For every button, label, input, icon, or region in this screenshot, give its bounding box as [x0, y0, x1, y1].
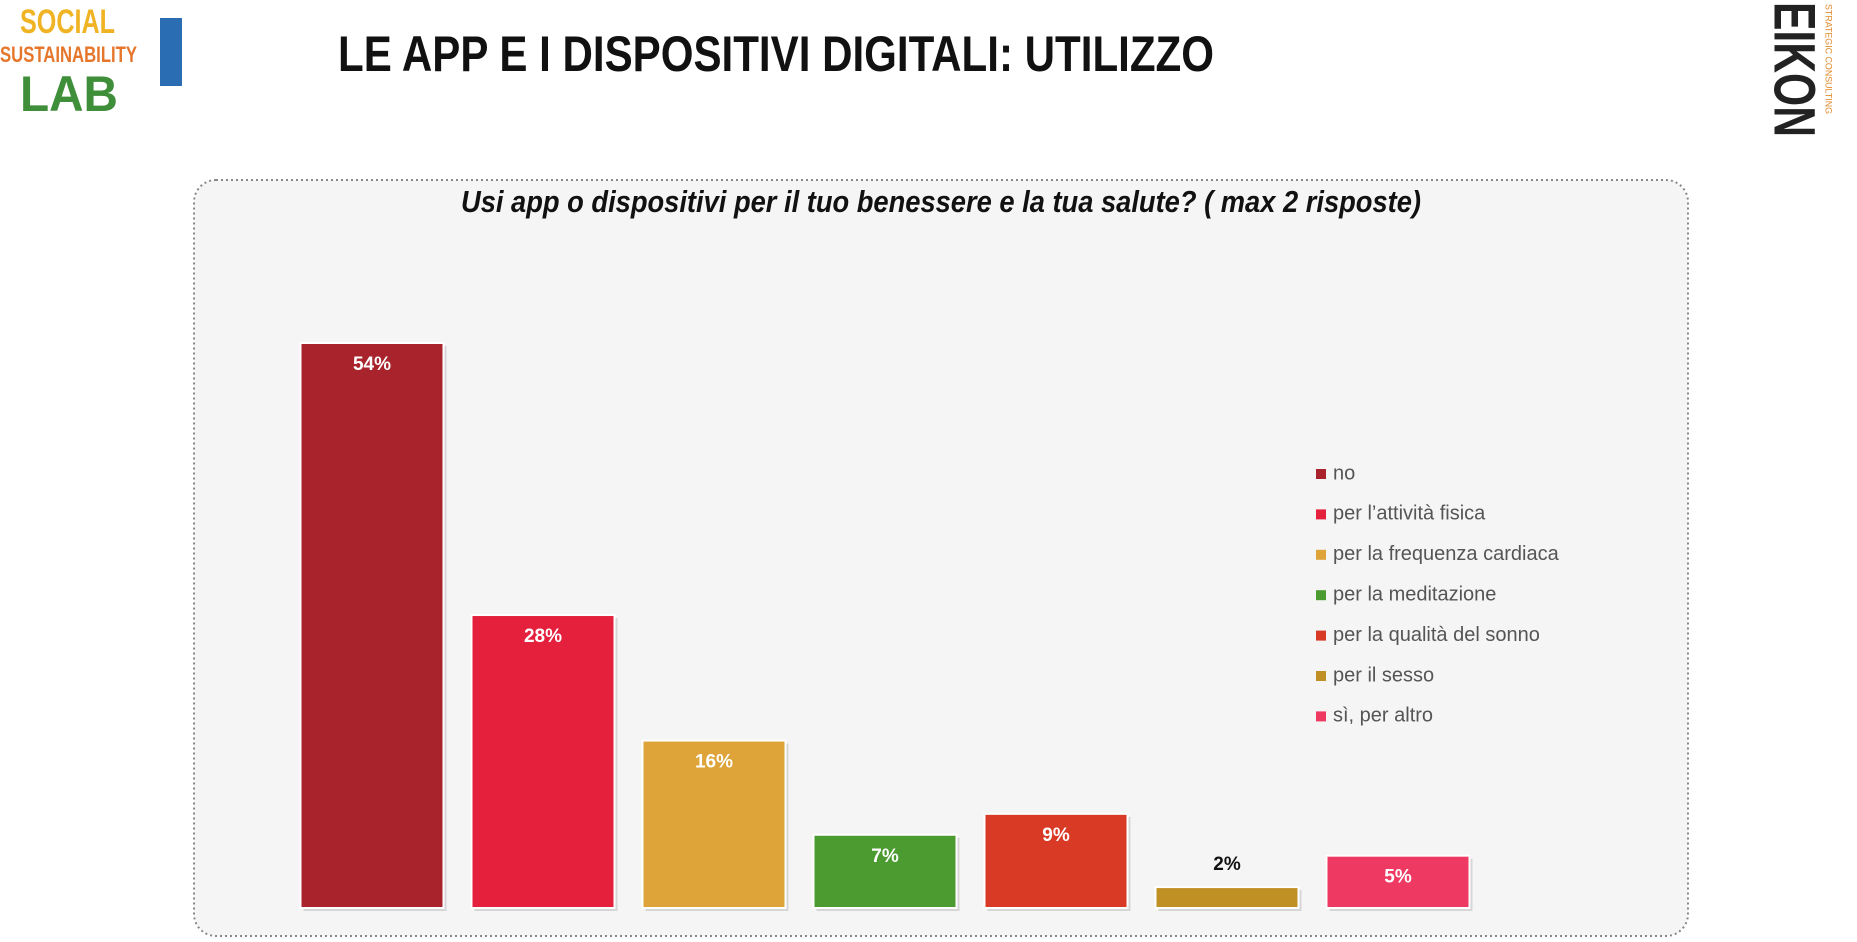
legend-swatch: [1316, 509, 1326, 520]
legend-label: sì, per altro: [1333, 705, 1433, 727]
data-label: 7%: [871, 846, 899, 867]
logo-text: LAB: [20, 66, 118, 122]
logo-text: STRATEGIC CONSULTING: [1824, 4, 1834, 114]
data-label: 2%: [1213, 854, 1241, 875]
legend-swatch: [1316, 469, 1326, 479]
data-label: 54%: [353, 354, 391, 375]
data-label: 28%: [524, 626, 562, 647]
legend-swatch: [1316, 630, 1326, 641]
legend-label: no: [1333, 462, 1355, 484]
legend-label: per la frequenza cardiaca: [1333, 543, 1560, 565]
logo-bar: [160, 18, 182, 86]
legend-swatch: [1316, 671, 1326, 681]
bar: [299, 342, 445, 909]
bar: [812, 833, 958, 910]
legend-label: per la meditazione: [1333, 583, 1496, 605]
legend-label: per l’attività fisica: [1333, 503, 1486, 525]
data-label: 16%: [695, 752, 733, 773]
legend-swatch: [1316, 590, 1326, 601]
logo-text: EIKON: [1762, 2, 1827, 137]
logo-text: SOCIAL: [20, 3, 115, 41]
bar: [470, 614, 616, 909]
bar: [1154, 886, 1300, 910]
bar: [983, 812, 1129, 909]
data-label: 5%: [1384, 867, 1412, 888]
legend-label: per la qualità del sonno: [1333, 624, 1540, 646]
data-label: 9%: [1042, 825, 1070, 846]
legend-label: per il sesso: [1333, 664, 1434, 686]
logo-text: SUSTAINABILITY: [0, 42, 137, 67]
chart-title: Usi app o dispositivi per il tuo benesse…: [461, 184, 1421, 219]
bar: [641, 739, 787, 909]
legend-swatch: [1316, 549, 1326, 560]
legend-swatch: [1316, 711, 1326, 722]
page-title: LE APP E I DISPOSITIVI DIGITALI: UTILIZZ…: [338, 26, 1214, 82]
bar: [1325, 854, 1471, 909]
plot: 54% no 28% per l’attività fisica 16% per la f…: [299, 342, 1560, 911]
